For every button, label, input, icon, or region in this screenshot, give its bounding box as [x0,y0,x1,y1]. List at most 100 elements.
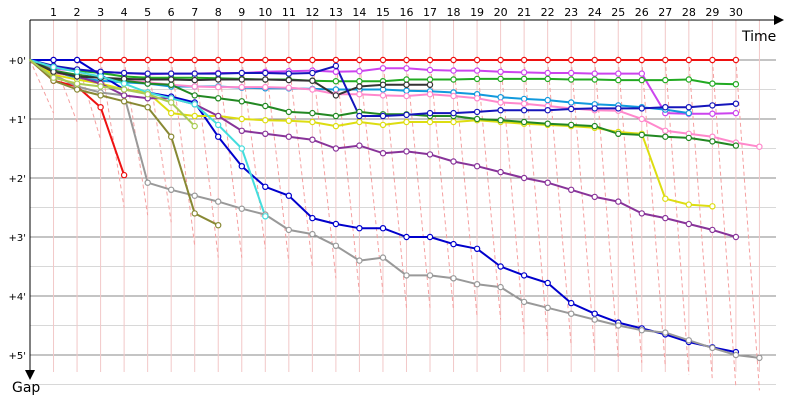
data-point [732,100,740,107]
data-point [214,112,222,120]
x-tick-label: 11 [282,6,296,19]
data-point [709,138,716,145]
data-point [615,198,622,205]
x-tick-label: 20 [494,6,508,19]
data-point [73,68,81,76]
data-point [120,86,128,93]
data-point [544,279,551,287]
data-point [309,109,316,117]
series-lines [29,56,763,362]
data-point [709,344,716,352]
data-point [520,272,528,279]
data-point [638,210,646,217]
data-point [450,67,457,74]
data-point [238,56,245,64]
data-point [520,118,528,126]
data-point [379,56,387,64]
data-point [191,112,198,120]
data-point [144,76,151,83]
data-point [497,68,504,76]
data-point [591,70,598,77]
data-point [332,122,340,130]
data-point [332,92,340,99]
data-point [332,220,340,228]
data-point [144,179,151,186]
data-point [332,77,340,85]
gap-ladder-line [170,59,196,246]
data-point [191,122,198,130]
data-point [309,77,316,84]
data-point [403,65,410,72]
gap-ladder-lines [29,59,760,391]
data-point [426,66,434,74]
data-point [356,112,363,120]
y-axis-arrow-icon [25,370,35,380]
gap-ladder-line [264,59,290,263]
data-point [473,162,481,170]
x-tick-label: 4 [121,6,128,19]
data-point [262,83,269,91]
data-point [497,168,504,176]
data-point [709,110,716,117]
series-line [29,59,761,359]
data-point [309,136,316,143]
gap-ladder-line [311,59,337,279]
data-point [544,120,551,127]
x-tick-label: 7 [191,6,198,19]
axes: Time Gap [12,15,784,396]
y-tick-label: +1' [9,115,27,126]
data-point [332,62,340,70]
data-point [97,103,104,111]
data-point [426,272,434,279]
data-point [450,92,457,100]
data-point [238,69,245,77]
data-point [473,281,481,288]
gap-ladder-line [147,59,172,223]
data-point [709,203,716,210]
data-point [756,354,763,362]
data-point [191,83,198,90]
data-point [309,118,316,126]
data-point [426,233,434,241]
data-point [167,76,175,83]
data-point [356,142,363,149]
data-point [426,56,434,64]
gap-ladder-line [688,59,713,381]
data-point [544,75,551,83]
gap-ladder-line [405,59,431,308]
data-point [332,145,340,152]
data-point [497,99,504,106]
data-point [285,84,292,91]
x-tick-label: 28 [682,6,696,19]
data-point [497,106,504,114]
data-point [568,56,575,64]
data-point [214,70,222,77]
data-point [379,92,387,99]
data-point [191,192,198,199]
data-point [144,56,151,64]
data-point [356,90,363,98]
data-point [356,56,363,64]
x-tick-label: 24 [588,6,602,19]
data-point [50,74,57,81]
data-point [732,56,740,64]
data-point [262,56,269,64]
data-point [544,304,551,311]
data-point [591,76,598,83]
data-point [520,69,528,76]
data-point [403,233,410,241]
x-tick-label: 9 [238,6,245,19]
data-point [262,69,269,77]
x-tick-label: 29 [705,6,719,19]
data-point [685,134,693,142]
data-point [591,316,598,323]
data-point [497,116,504,124]
data-point [709,226,716,234]
data-point [520,56,528,64]
y-axis-label: Gap [12,380,40,396]
data-point [685,220,693,228]
x-tick-labels: 1 2 3 4 5 6 7 8 9 10 11 12 13 14 15 16 17 18 19 20 21 22 23 24 2… [50,6,743,19]
x-tick-label: 18 [447,6,461,19]
data-point [638,105,646,112]
data-point [544,106,551,114]
